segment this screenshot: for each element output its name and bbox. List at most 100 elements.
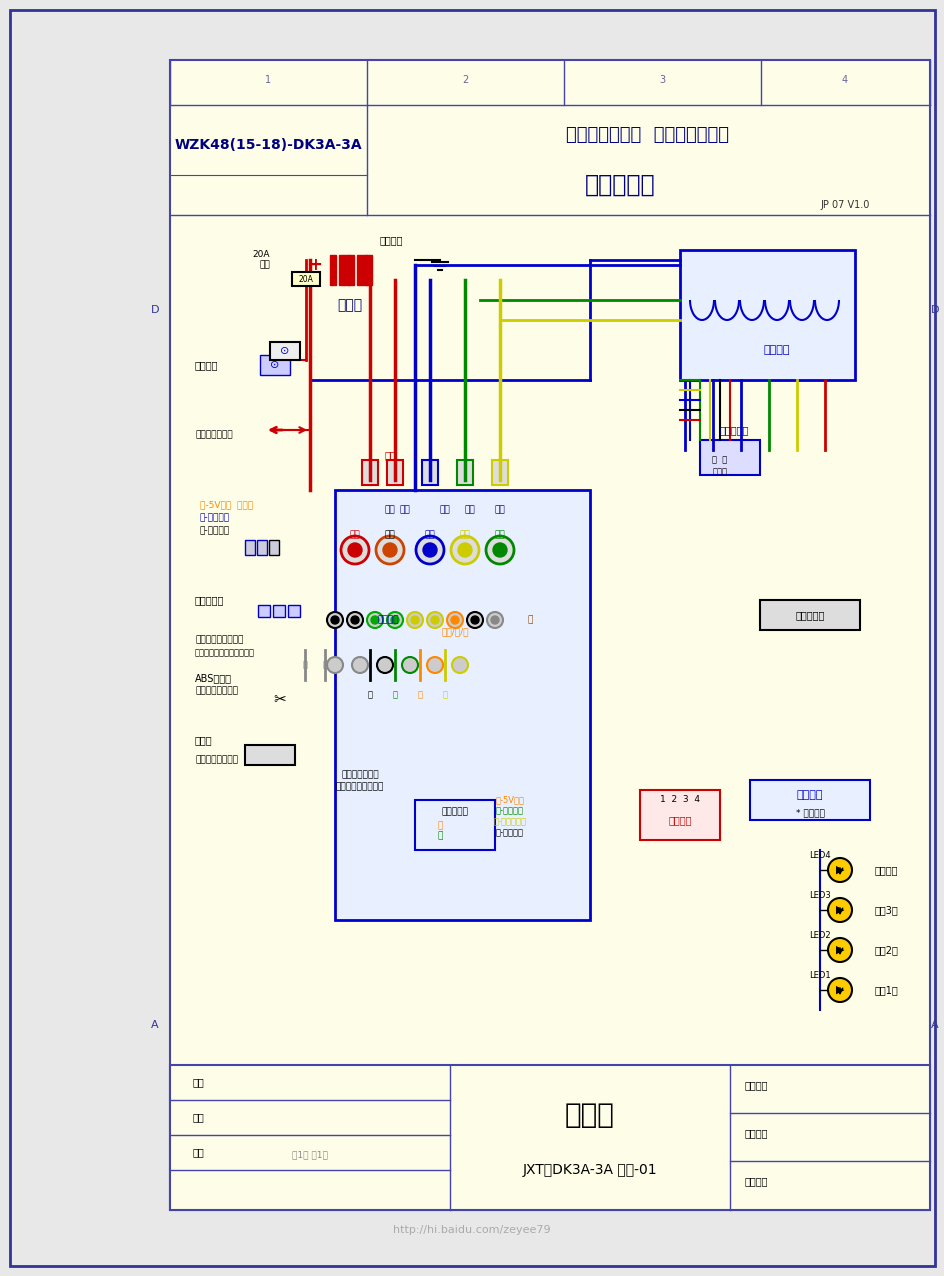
Bar (334, 490, 589, 920)
Circle shape (391, 616, 398, 624)
Circle shape (430, 616, 439, 624)
Text: 爆红: 爆红 (383, 450, 396, 461)
Text: 霍尔信号线: 霍尔信号线 (719, 425, 749, 435)
Bar (357, 255, 366, 285)
Text: JP 07 V1.0: JP 07 V1.0 (819, 200, 868, 211)
Bar (258, 605, 270, 618)
Text: LED4: LED4 (808, 851, 830, 860)
Text: 蓝-助力信号: 蓝-助力信号 (200, 513, 230, 522)
Circle shape (327, 612, 343, 628)
Bar (639, 790, 719, 840)
Text: 配套图号: 配套图号 (744, 1176, 767, 1185)
Circle shape (327, 657, 343, 672)
Text: 审核: 审核 (193, 1111, 205, 1122)
Circle shape (423, 544, 436, 558)
Text: ⊙: ⊙ (280, 346, 290, 356)
Text: 翘黑: 翘黑 (384, 531, 395, 540)
Circle shape (387, 612, 402, 628)
Bar (414, 800, 495, 850)
Text: 绿-调速信号: 绿-调速信号 (496, 806, 523, 815)
Text: 显示接头: 显示接头 (796, 790, 822, 800)
Text: 棕: 棕 (527, 615, 532, 624)
Circle shape (827, 898, 851, 923)
Circle shape (330, 616, 339, 624)
Bar (457, 461, 473, 485)
Text: 4: 4 (841, 75, 847, 85)
Text: LED2: LED2 (808, 930, 830, 939)
Circle shape (350, 616, 359, 624)
Circle shape (486, 612, 502, 628)
Bar (170, 1065, 929, 1210)
Text: 仪表和车灯电源: 仪表和车灯电源 (194, 430, 232, 439)
Circle shape (485, 536, 514, 564)
Bar (680, 250, 854, 380)
Circle shape (827, 977, 851, 1002)
Text: 翘蓝: 翘蓝 (424, 531, 435, 540)
Circle shape (458, 544, 471, 558)
Bar (269, 540, 278, 555)
Text: 橙: 橙 (437, 822, 442, 831)
Text: LED3: LED3 (808, 891, 830, 900)
Bar (700, 440, 759, 475)
Bar (273, 605, 285, 618)
Text: ABS选择线: ABS选择线 (194, 672, 232, 683)
Text: 黑: 黑 (367, 690, 372, 699)
Text: 限速调节电位器: 限速调节电位器 (341, 771, 379, 780)
Text: 橙-5V电源  助力线: 橙-5V电源 助力线 (200, 500, 253, 509)
Bar (422, 461, 437, 485)
Text: 3: 3 (658, 75, 665, 85)
Text: ▶: ▶ (834, 865, 843, 875)
Text: 蓝白花线: 蓝白花线 (377, 615, 398, 624)
Text: 灰: 灰 (302, 661, 307, 670)
Text: 翘黑: 翘黑 (399, 505, 410, 514)
Text: ✂: ✂ (274, 693, 286, 707)
Text: 灰: 灰 (322, 661, 328, 670)
Text: 1: 1 (264, 75, 271, 85)
Text: 接线图: 接线图 (565, 1101, 615, 1129)
Text: 共1页 第1页: 共1页 第1页 (292, 1151, 328, 1160)
Text: 电池组: 电池组 (337, 299, 362, 313)
Text: A: A (930, 1020, 937, 1030)
Text: * 显示仪表: * 显示仪表 (795, 809, 823, 818)
Circle shape (451, 657, 467, 672)
Text: 速度仪表线: 速度仪表线 (795, 610, 824, 620)
Text: 绿: 绿 (437, 832, 442, 841)
Circle shape (447, 612, 463, 628)
Text: 产品型号: 产品型号 (744, 1079, 767, 1090)
Circle shape (493, 544, 507, 558)
Bar (292, 272, 320, 286)
Text: 黑-信号总线: 黑-信号总线 (200, 527, 230, 536)
Circle shape (351, 657, 367, 672)
Text: 黄: 黄 (442, 690, 447, 699)
Text: 翘黄: 翘黄 (459, 531, 470, 540)
Bar (347, 255, 354, 285)
Circle shape (347, 544, 362, 558)
Text: 对插时为限速有效: 对插时为限速有效 (194, 755, 238, 764)
Text: 黄-低电位调车: 黄-低电位调车 (493, 818, 526, 827)
Text: A: A (151, 1020, 159, 1030)
Bar (759, 600, 859, 630)
Text: 橙  黑: 橙 黑 (712, 456, 727, 464)
Bar (270, 342, 299, 360)
Bar (362, 461, 378, 485)
Circle shape (401, 657, 417, 672)
Text: D: D (151, 305, 160, 315)
Bar (288, 605, 299, 618)
Text: 翘红: 翘红 (349, 531, 360, 540)
Bar (750, 780, 869, 820)
Text: 剪断时为普通刹车: 剪断时为普通刹车 (194, 686, 238, 695)
Bar (170, 60, 929, 1210)
Text: 绿: 绿 (392, 690, 397, 699)
Text: 远择键接头: 远择键接头 (194, 595, 224, 605)
Text: 标红橙紫: 标红橙紫 (667, 815, 691, 826)
Bar (244, 540, 255, 555)
Circle shape (470, 616, 479, 624)
Text: 每按键一次速度档切换一次: 每按键一次速度档切换一次 (194, 648, 255, 657)
Text: 无刷电机: 无刷电机 (763, 345, 789, 355)
Text: 设计: 设计 (193, 1077, 205, 1087)
Circle shape (427, 657, 443, 672)
Bar (329, 255, 336, 285)
Text: 翘蓝: 翘蓝 (439, 505, 450, 514)
Circle shape (407, 612, 423, 628)
Text: 批准: 批准 (193, 1147, 205, 1157)
